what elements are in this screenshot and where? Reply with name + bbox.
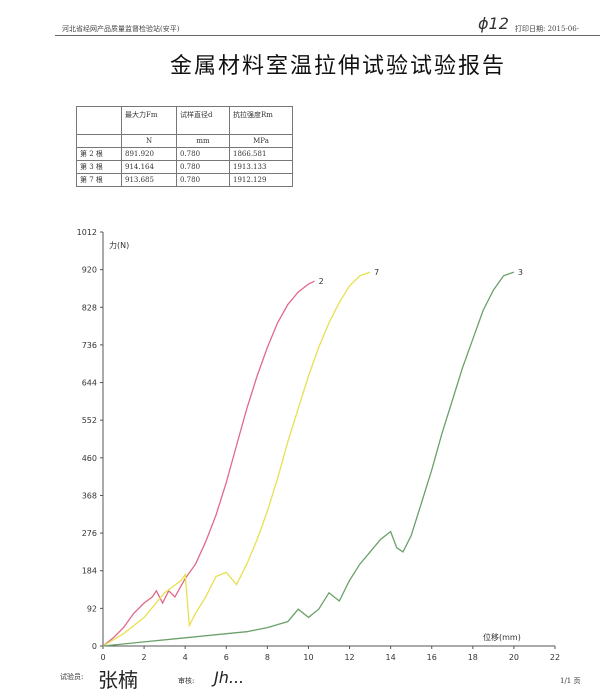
- handwritten-note: ϕ12: [478, 14, 509, 33]
- series-2-line: [102, 280, 315, 647]
- report-title: 金属材料室温拉伸试验试验报告: [170, 54, 507, 79]
- y-tick-label: 184: [82, 567, 97, 576]
- table-header-cell: 最大力Fm: [121, 106, 177, 135]
- x-tick-label: 0: [100, 653, 105, 662]
- header-divider: [55, 35, 600, 36]
- print-date: 打印日期: 2015-06-: [515, 25, 580, 33]
- y-axis-label: 力(N): [109, 240, 129, 250]
- x-tick-label: 18: [468, 653, 478, 662]
- series-7-line: [102, 271, 371, 647]
- x-tick-label: 16: [427, 653, 437, 662]
- y-tick-label: 644: [82, 379, 97, 388]
- table-cell: 1912.129: [229, 173, 293, 187]
- x-tick-label: 12: [344, 653, 354, 662]
- x-tick-label: 4: [183, 653, 188, 662]
- page-number: 1/1 页: [560, 677, 581, 685]
- x-tick-label: 22: [550, 653, 560, 662]
- x-tick-label: 20: [509, 653, 519, 662]
- x-tick-label: 6: [224, 653, 229, 662]
- y-tick-label: 828: [82, 303, 97, 312]
- x-tick-label: 2: [142, 653, 147, 662]
- reviewer-signature: Jh...: [214, 668, 245, 687]
- table-row: 第 3 根 914.164 0.780 1913.133: [76, 160, 293, 174]
- table-units-row: N mm MPa: [76, 134, 293, 148]
- tester-label: 试验员:: [60, 673, 84, 681]
- table-header-cell: 试样直径d: [176, 106, 230, 135]
- organization-name: 河北省经网产品质量监督检验站(安平): [62, 25, 180, 33]
- y-tick-label: 552: [82, 416, 97, 425]
- reviewer-label: 审核:: [178, 677, 195, 685]
- y-tick-label: 920: [82, 266, 97, 275]
- series-3-line: [102, 271, 515, 647]
- table-cell: 913.685: [121, 173, 177, 187]
- series-2-label: 2: [319, 277, 324, 286]
- series-3-label: 3: [518, 268, 523, 277]
- tester-signature: 张楠: [98, 668, 138, 692]
- x-axis-label: 位移(mm): [483, 632, 521, 642]
- y-tick-label: 736: [82, 341, 97, 350]
- results-table: 最大力Fm 试样直径d 抗拉强度Rm N mm MPa 第 2 根 891.92…: [76, 106, 293, 187]
- y-tick-label: 460: [82, 454, 97, 463]
- x-tick-label: 8: [265, 653, 270, 662]
- table-row: 第 7 根 913.685 0.780 1912.129: [76, 173, 293, 187]
- table-cell: 0.780: [176, 173, 230, 187]
- y-tick-label: 92: [87, 604, 97, 613]
- x-tick-label: 14: [386, 653, 396, 662]
- y-tick-label: 276: [82, 529, 97, 538]
- table-header-row: 最大力Fm 试样直径d 抗拉强度Rm: [76, 106, 293, 135]
- y-tick-label: 1012: [77, 228, 97, 237]
- series-7-label: 7: [374, 268, 379, 277]
- y-tick-label: 0: [92, 642, 97, 651]
- x-tick-label: 10: [303, 653, 313, 662]
- y-tick-label: 368: [82, 491, 97, 500]
